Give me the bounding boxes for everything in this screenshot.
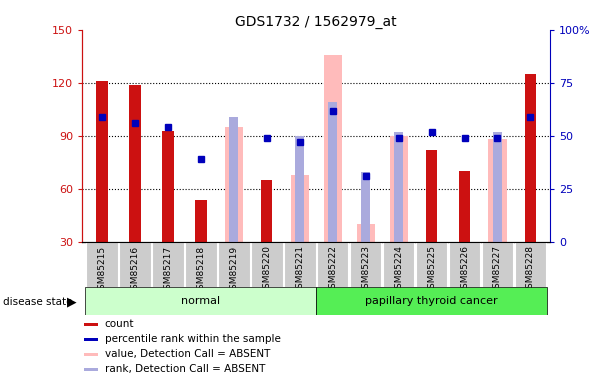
Bar (218, 242, 249, 287)
Bar (129, 85, 140, 242)
Text: percentile rank within the sample: percentile rank within the sample (105, 334, 281, 344)
Bar (383, 242, 415, 287)
Text: value, Detection Call = ABSENT: value, Detection Call = ABSENT (105, 349, 270, 359)
Text: GSM85225: GSM85225 (427, 246, 436, 294)
Text: GSM85216: GSM85216 (130, 246, 139, 295)
Text: GSM85217: GSM85217 (164, 246, 172, 295)
Bar (261, 180, 272, 242)
Bar (350, 242, 381, 287)
Text: GSM85215: GSM85215 (97, 246, 106, 295)
Text: GSM85228: GSM85228 (526, 246, 535, 294)
Bar (323, 55, 342, 242)
Bar (390, 136, 407, 242)
Bar (229, 117, 238, 242)
Bar (426, 150, 437, 242)
Text: GSM85227: GSM85227 (493, 246, 502, 294)
Bar (84, 338, 98, 341)
Bar (251, 242, 283, 287)
Bar (514, 242, 546, 287)
Text: GSM85219: GSM85219 (229, 246, 238, 295)
Text: GSM85226: GSM85226 (460, 246, 469, 294)
Bar (525, 74, 536, 242)
Bar (185, 242, 216, 287)
Bar (119, 242, 151, 287)
Text: GSM85221: GSM85221 (295, 246, 304, 294)
Bar (449, 242, 480, 287)
Text: GSM85224: GSM85224 (394, 246, 403, 294)
Bar (225, 127, 243, 242)
Bar (152, 242, 184, 287)
Bar (86, 242, 118, 287)
Bar (84, 322, 98, 326)
Bar (84, 368, 98, 371)
Text: rank, Detection Call = ABSENT: rank, Detection Call = ABSENT (105, 364, 265, 374)
Bar (482, 242, 513, 287)
Bar (356, 224, 375, 242)
Bar (416, 242, 447, 287)
Text: GSM85222: GSM85222 (328, 246, 337, 294)
Text: GSM85223: GSM85223 (361, 246, 370, 294)
Bar (394, 132, 403, 242)
Bar (162, 130, 173, 242)
Text: disease state: disease state (3, 297, 72, 307)
Bar (84, 352, 98, 356)
Bar (284, 242, 316, 287)
Bar (195, 200, 207, 242)
Bar (459, 171, 471, 242)
Bar (328, 102, 337, 242)
Text: GSM85218: GSM85218 (196, 246, 206, 295)
Text: count: count (105, 319, 134, 329)
Bar (85, 287, 316, 315)
Bar (316, 287, 547, 315)
Bar (488, 140, 506, 242)
Bar (361, 172, 370, 242)
Bar (295, 136, 304, 242)
Bar (291, 175, 309, 242)
Text: papillary thyroid cancer: papillary thyroid cancer (365, 296, 498, 306)
Text: normal: normal (181, 296, 220, 306)
Text: GSM85220: GSM85220 (262, 246, 271, 294)
Bar (493, 132, 502, 242)
Bar (317, 242, 348, 287)
Bar (96, 81, 108, 242)
Text: ▶: ▶ (67, 296, 77, 308)
Title: GDS1732 / 1562979_at: GDS1732 / 1562979_at (235, 15, 397, 29)
